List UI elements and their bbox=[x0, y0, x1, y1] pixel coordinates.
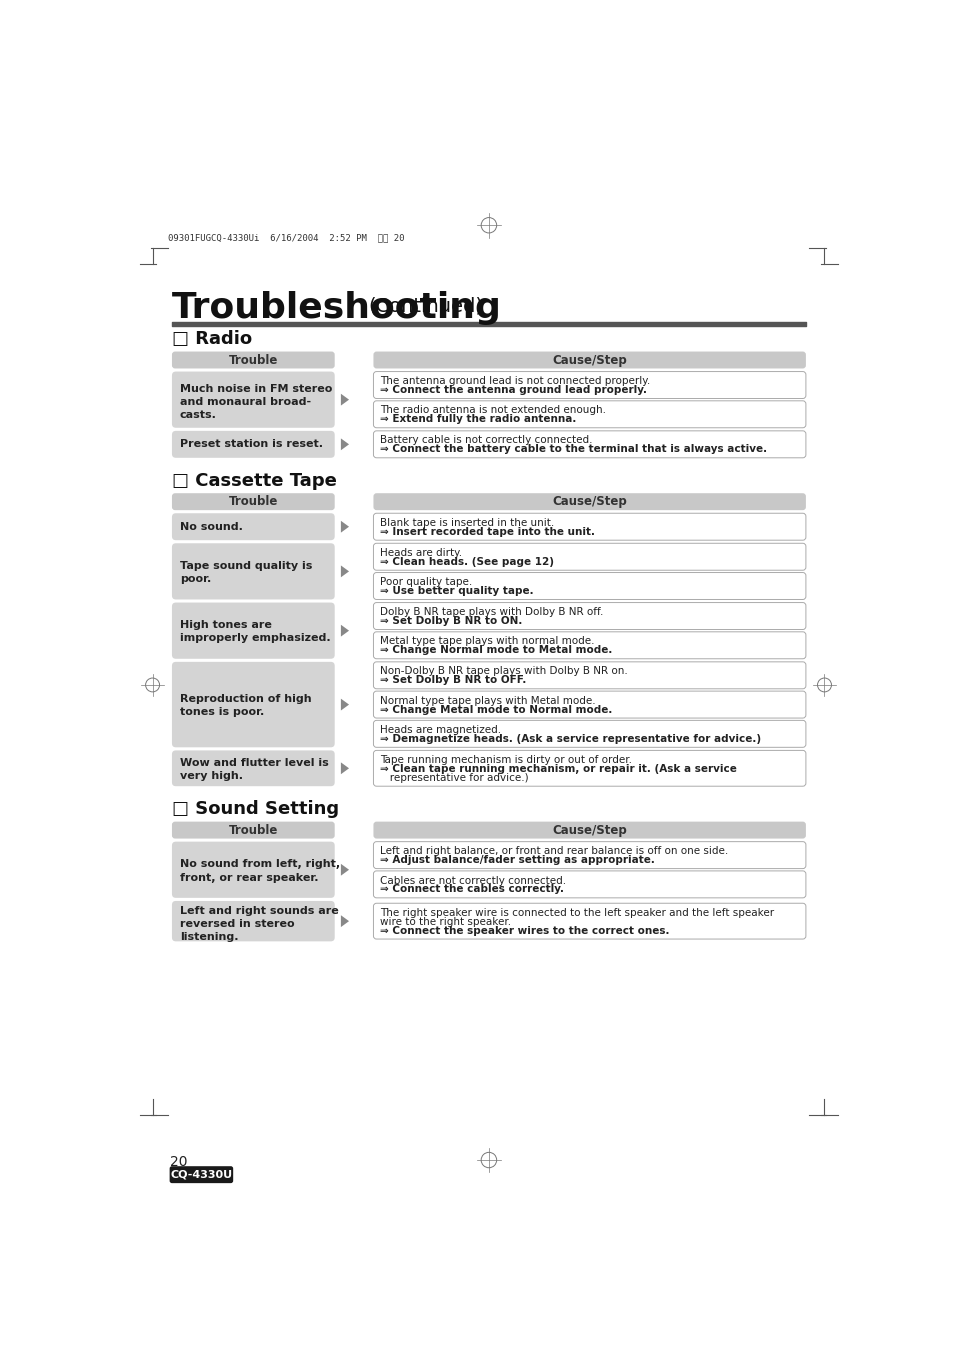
Text: High tones are
improperly emphasized.: High tones are improperly emphasized. bbox=[179, 620, 330, 643]
Polygon shape bbox=[340, 520, 349, 532]
Text: Dolby B NR tape plays with Dolby B NR off.: Dolby B NR tape plays with Dolby B NR of… bbox=[379, 607, 602, 617]
FancyBboxPatch shape bbox=[373, 871, 805, 898]
Text: ⇒ Connect the speaker wires to the correct ones.: ⇒ Connect the speaker wires to the corre… bbox=[379, 925, 668, 936]
Text: Left and right balance, or front and rear balance is off on one side.: Left and right balance, or front and rea… bbox=[379, 846, 727, 857]
Text: No sound from left, right,
front, or rear speaker.: No sound from left, right, front, or rea… bbox=[179, 859, 339, 882]
Text: Battery cable is not correctly connected.: Battery cable is not correctly connected… bbox=[379, 435, 592, 446]
Text: Wow and flutter level is
very high.: Wow and flutter level is very high. bbox=[179, 758, 328, 781]
Text: No sound.: No sound. bbox=[179, 521, 242, 531]
Text: The radio antenna is not extended enough.: The radio antenna is not extended enough… bbox=[379, 405, 605, 416]
FancyBboxPatch shape bbox=[373, 720, 805, 747]
FancyBboxPatch shape bbox=[373, 904, 805, 939]
Text: Trouble: Trouble bbox=[229, 354, 277, 366]
Polygon shape bbox=[340, 566, 349, 577]
Text: ⇒ Set Dolby B NR to ON.: ⇒ Set Dolby B NR to ON. bbox=[379, 616, 521, 626]
FancyBboxPatch shape bbox=[373, 632, 805, 659]
Text: ⇒ Connect the cables correctly.: ⇒ Connect the cables correctly. bbox=[379, 885, 563, 894]
Text: Preset station is reset.: Preset station is reset. bbox=[179, 439, 322, 449]
Text: □ Radio: □ Radio bbox=[172, 330, 252, 349]
Text: □ Sound Setting: □ Sound Setting bbox=[172, 800, 338, 819]
Text: representative for advice.): representative for advice.) bbox=[379, 773, 528, 782]
Text: □ Cassette Tape: □ Cassette Tape bbox=[172, 471, 336, 489]
Text: 20: 20 bbox=[170, 1155, 187, 1170]
FancyBboxPatch shape bbox=[373, 662, 805, 689]
FancyBboxPatch shape bbox=[172, 603, 335, 659]
Text: Tape running mechanism is dirty or out of order.: Tape running mechanism is dirty or out o… bbox=[379, 755, 631, 765]
Text: Troubleshooting: Troubleshooting bbox=[172, 292, 501, 326]
Text: Cables are not correctly connected.: Cables are not correctly connected. bbox=[379, 875, 565, 885]
Text: Heads are dirty.: Heads are dirty. bbox=[379, 549, 461, 558]
Text: ⇒ Change Normal mode to Metal mode.: ⇒ Change Normal mode to Metal mode. bbox=[379, 646, 612, 655]
Text: ⇒ Use better quality tape.: ⇒ Use better quality tape. bbox=[379, 586, 533, 596]
Polygon shape bbox=[340, 438, 349, 450]
Text: Trouble: Trouble bbox=[229, 496, 277, 508]
FancyBboxPatch shape bbox=[172, 513, 335, 540]
Text: ⇒ Set Dolby B NR to OFF.: ⇒ Set Dolby B NR to OFF. bbox=[379, 676, 525, 685]
FancyBboxPatch shape bbox=[172, 821, 335, 839]
FancyBboxPatch shape bbox=[170, 1166, 233, 1183]
Text: ⇒ Insert recorded tape into the unit.: ⇒ Insert recorded tape into the unit. bbox=[379, 527, 594, 536]
Text: Left and right sounds are
reversed in stereo
listening.: Left and right sounds are reversed in st… bbox=[179, 905, 338, 942]
FancyBboxPatch shape bbox=[373, 692, 805, 719]
FancyBboxPatch shape bbox=[373, 431, 805, 458]
Text: ⇒ Change Metal mode to Normal mode.: ⇒ Change Metal mode to Normal mode. bbox=[379, 705, 612, 715]
FancyBboxPatch shape bbox=[172, 662, 335, 747]
Text: Reproduction of high
tones is poor.: Reproduction of high tones is poor. bbox=[179, 694, 311, 717]
Text: ⇒ Clean tape running mechanism, or repair it. (Ask a service: ⇒ Clean tape running mechanism, or repai… bbox=[379, 763, 736, 774]
Text: Non-Dolby B NR tape plays with Dolby B NR on.: Non-Dolby B NR tape plays with Dolby B N… bbox=[379, 666, 627, 677]
Polygon shape bbox=[340, 624, 349, 636]
Text: Metal type tape plays with normal mode.: Metal type tape plays with normal mode. bbox=[379, 636, 594, 646]
FancyBboxPatch shape bbox=[172, 431, 335, 458]
FancyBboxPatch shape bbox=[373, 842, 805, 869]
FancyBboxPatch shape bbox=[172, 901, 335, 942]
FancyBboxPatch shape bbox=[172, 351, 335, 369]
FancyBboxPatch shape bbox=[373, 401, 805, 428]
Polygon shape bbox=[340, 698, 349, 711]
FancyBboxPatch shape bbox=[172, 372, 335, 428]
Polygon shape bbox=[340, 762, 349, 774]
FancyBboxPatch shape bbox=[373, 513, 805, 540]
Text: Cause/Step: Cause/Step bbox=[552, 496, 626, 508]
Text: 09301FUGCQ-4330Ui  6/16/2004  2:52 PM  頁面 20: 09301FUGCQ-4330Ui 6/16/2004 2:52 PM 頁面 2… bbox=[168, 232, 404, 242]
Text: ⇒ Adjust balance/fader setting as appropriate.: ⇒ Adjust balance/fader setting as approp… bbox=[379, 855, 654, 865]
Text: Blank tape is inserted in the unit.: Blank tape is inserted in the unit. bbox=[379, 517, 554, 528]
Text: The right speaker wire is connected to the left speaker and the left speaker: The right speaker wire is connected to t… bbox=[379, 908, 773, 917]
FancyBboxPatch shape bbox=[373, 573, 805, 600]
FancyBboxPatch shape bbox=[373, 603, 805, 630]
Text: CQ-4330U: CQ-4330U bbox=[171, 1170, 233, 1179]
Polygon shape bbox=[340, 863, 349, 875]
FancyBboxPatch shape bbox=[373, 351, 805, 369]
Text: ⇒ Clean heads. (See page 12): ⇒ Clean heads. (See page 12) bbox=[379, 557, 553, 567]
Text: Poor quality tape.: Poor quality tape. bbox=[379, 577, 472, 588]
FancyBboxPatch shape bbox=[172, 750, 335, 786]
FancyBboxPatch shape bbox=[373, 372, 805, 399]
Text: Trouble: Trouble bbox=[229, 824, 277, 836]
Polygon shape bbox=[340, 393, 349, 405]
Text: ⇒ Extend fully the radio antenna.: ⇒ Extend fully the radio antenna. bbox=[379, 415, 576, 424]
FancyBboxPatch shape bbox=[172, 543, 335, 600]
Text: (Continued): (Continued) bbox=[368, 296, 482, 315]
FancyBboxPatch shape bbox=[373, 750, 805, 786]
Text: wire to the right speaker.: wire to the right speaker. bbox=[379, 917, 510, 927]
Text: Tape sound quality is
poor.: Tape sound quality is poor. bbox=[179, 561, 312, 584]
FancyBboxPatch shape bbox=[172, 493, 335, 511]
Text: Much noise in FM stereo
and monaural broad-
casts.: Much noise in FM stereo and monaural bro… bbox=[179, 384, 332, 420]
Text: Heads are magnetized.: Heads are magnetized. bbox=[379, 725, 500, 735]
Text: The antenna ground lead is not connected properly.: The antenna ground lead is not connected… bbox=[379, 376, 649, 386]
Text: Normal type tape plays with Metal mode.: Normal type tape plays with Metal mode. bbox=[379, 696, 595, 705]
FancyBboxPatch shape bbox=[373, 543, 805, 570]
Polygon shape bbox=[340, 915, 349, 927]
Text: ⇒ Connect the antenna ground lead properly.: ⇒ Connect the antenna ground lead proper… bbox=[379, 385, 646, 394]
Text: Cause/Step: Cause/Step bbox=[552, 824, 626, 836]
FancyBboxPatch shape bbox=[172, 842, 335, 898]
Text: ⇒ Connect the battery cable to the terminal that is always active.: ⇒ Connect the battery cable to the termi… bbox=[379, 444, 766, 454]
FancyBboxPatch shape bbox=[373, 493, 805, 511]
Text: ⇒ Demagnetize heads. (Ask a service representative for advice.): ⇒ Demagnetize heads. (Ask a service repr… bbox=[379, 734, 760, 744]
FancyBboxPatch shape bbox=[373, 821, 805, 839]
Text: Cause/Step: Cause/Step bbox=[552, 354, 626, 366]
